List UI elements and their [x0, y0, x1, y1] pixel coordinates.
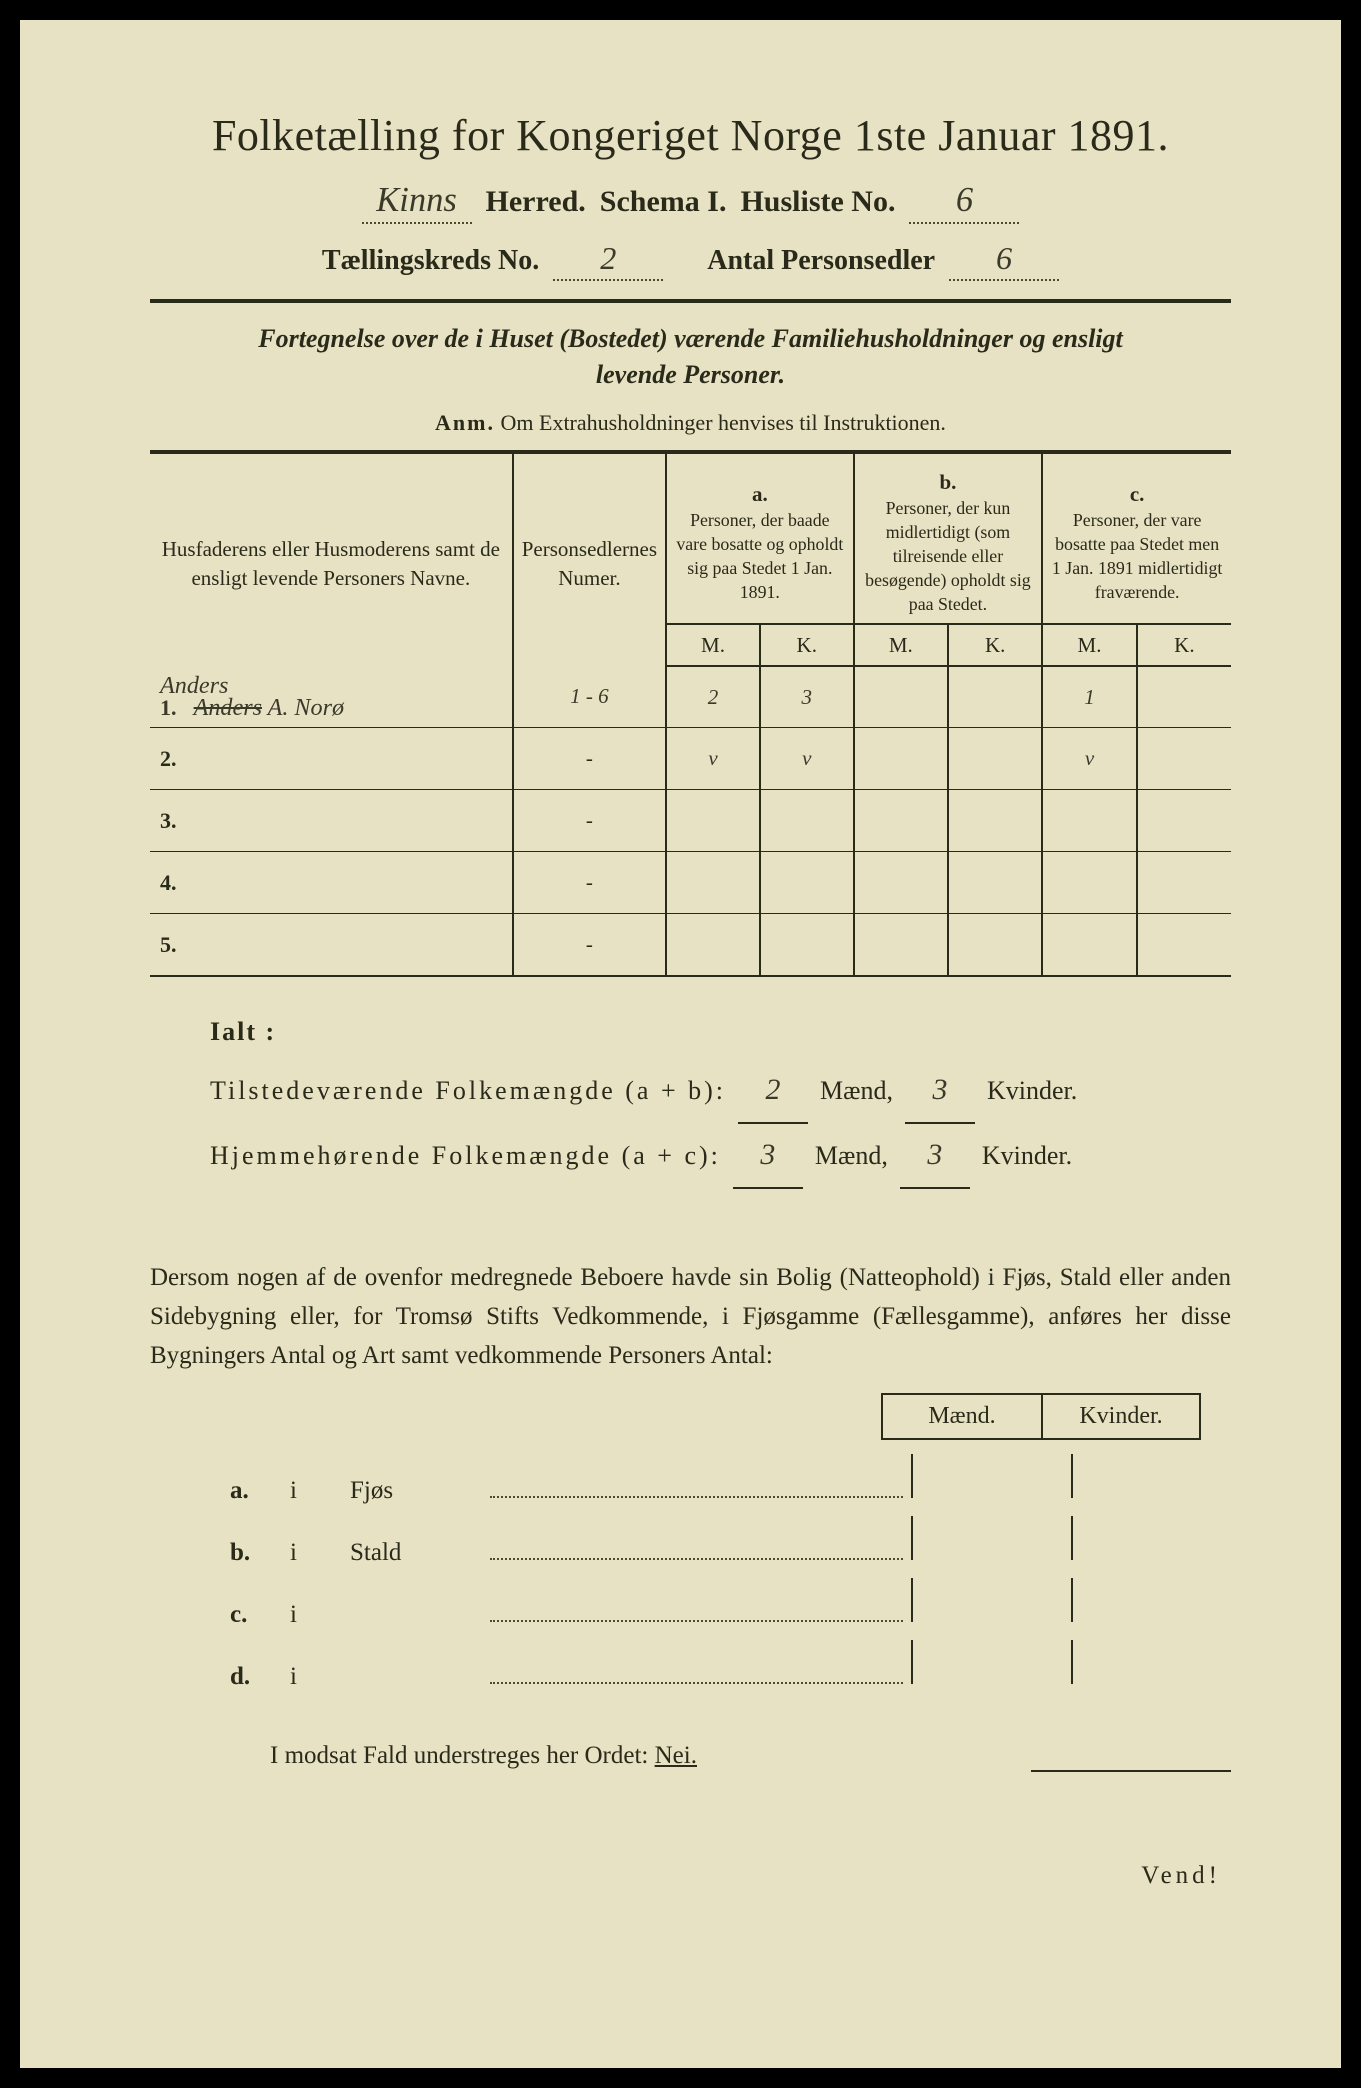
sedler: -	[513, 852, 666, 914]
sublist: a. i Fjøs b. i Stald c. i d. i	[230, 1454, 1231, 1702]
sublist-row-c: c. i	[230, 1578, 1231, 1640]
vend-rule	[1031, 1770, 1231, 1772]
subtitle: Fortegnelse over de i Huset (Bostedet) v…	[150, 321, 1231, 394]
sedler: 1 - 6	[513, 666, 666, 728]
subtitle-line1: Fortegnelse over de i Huset (Bostedet) v…	[258, 324, 1123, 353]
census-table: Husfaderens eller Husmoderens samt de en…	[150, 450, 1231, 977]
c-m-val: v	[1042, 728, 1136, 790]
sublist-row-d: d. i	[230, 1640, 1231, 1702]
sedler: -	[513, 790, 666, 852]
vend-label: Vend!	[150, 1862, 1231, 1890]
maend-header: Mænd.	[881, 1393, 1041, 1440]
husliste-label: Husliste No.	[740, 185, 895, 219]
anm-text: Om Extrahusholdninger henvises til Instr…	[501, 410, 946, 435]
col-b-header: b. Personer, der kun midlertidigt (som t…	[854, 452, 1043, 624]
line1-m: 2	[738, 1059, 808, 1124]
nei-line: I modsat Fald understreges her Ordet: Ne…	[270, 1742, 1231, 1770]
a-m: M.	[666, 624, 760, 666]
totals-section: Ialt : Tilstedeværende Folkemængde (a + …	[150, 1005, 1231, 1189]
c-k: K.	[1137, 624, 1231, 666]
herred-label: Herred.	[486, 185, 586, 219]
col2-header: Personsedlernes Numer.	[513, 452, 666, 666]
c-m-val: 1	[1042, 666, 1136, 728]
sedler: -	[513, 728, 666, 790]
sublist-row-a: a. i Fjøs	[230, 1454, 1231, 1516]
totals-line-2: Hjemmehørende Folkemængde (a + c): 3 Mæn…	[210, 1124, 1231, 1189]
kreds-label: Tællingskreds No.	[322, 245, 539, 277]
divider	[150, 299, 1231, 303]
table-row: 3. -	[150, 790, 1231, 852]
col-a-header: a. Personer, der baade vare bosatte og o…	[666, 452, 854, 624]
header-row-1: Kinns Herred. Schema I. Husliste No. 6	[150, 181, 1231, 224]
name-cell: 5.	[150, 914, 513, 976]
b-k-val	[948, 728, 1042, 790]
kreds-value: 2	[553, 240, 663, 281]
a-k: K.	[760, 624, 854, 666]
antal-value: 6	[949, 240, 1059, 281]
name-cell: Anders 1. Anders A. Norø	[150, 666, 513, 728]
totals-line-1: Tilstedeværende Folkemængde (a + b): 2 M…	[210, 1059, 1231, 1124]
table-row: 5. -	[150, 914, 1231, 976]
annotation: Anm. Om Extrahusholdninger henvises til …	[150, 410, 1231, 436]
c-k-val	[1137, 728, 1231, 790]
a-m-val: 2	[666, 666, 760, 728]
schema-label: Schema I.	[600, 185, 727, 219]
kvinder-header: Kvinder.	[1041, 1393, 1201, 1440]
table-row: Anders 1. Anders A. Norø 1 - 6 2 3 1	[150, 666, 1231, 728]
antal-label: Antal Personsedler	[707, 245, 935, 277]
line2-m: 3	[733, 1124, 803, 1189]
b-m-val	[854, 666, 948, 728]
a-m-val: v	[666, 728, 760, 790]
sedler: -	[513, 914, 666, 976]
mk-header: Mænd. Kvinder.	[150, 1393, 1231, 1440]
a-k-val: 3	[760, 666, 854, 728]
census-form-page: Folketælling for Kongeriget Norge 1ste J…	[20, 20, 1341, 2068]
nei-word: Nei.	[655, 1742, 697, 1769]
subtitle-line2: levende Personer.	[596, 360, 785, 389]
vend-section: Vend!	[150, 1770, 1231, 1890]
c-k-val	[1137, 666, 1231, 728]
table-body: Anders 1. Anders A. Norø 1 - 6 2 3 1 2. …	[150, 666, 1231, 976]
col-c-header: c. Personer, der vare bosatte paa Stedet…	[1042, 452, 1231, 624]
ialt-label: Ialt :	[210, 1005, 1231, 1060]
herred-value: Kinns	[362, 181, 472, 224]
name-cell: 3.	[150, 790, 513, 852]
line1-k: 3	[905, 1059, 975, 1124]
b-m: M.	[854, 624, 948, 666]
page-title: Folketælling for Kongeriget Norge 1ste J…	[150, 110, 1231, 161]
b-m-val	[854, 728, 948, 790]
b-k-val	[948, 666, 1042, 728]
c-m: M.	[1042, 624, 1136, 666]
line2-k: 3	[900, 1124, 970, 1189]
anm-label: Anm.	[435, 410, 495, 435]
husliste-value: 6	[909, 181, 1019, 224]
a-k-val: v	[760, 728, 854, 790]
b-k: K.	[948, 624, 1042, 666]
body-paragraph: Dersom nogen af de ovenfor medregnede Be…	[150, 1259, 1231, 1375]
table-row: 4. -	[150, 852, 1231, 914]
header-row-2: Tællingskreds No. 2 Antal Personsedler 6	[150, 240, 1231, 281]
table-row: 2. - v v v	[150, 728, 1231, 790]
name-cell: 4.	[150, 852, 513, 914]
sublist-row-b: b. i Stald	[230, 1516, 1231, 1578]
name-cell: 2.	[150, 728, 513, 790]
col1-header: Husfaderens eller Husmoderens samt de en…	[150, 452, 513, 666]
